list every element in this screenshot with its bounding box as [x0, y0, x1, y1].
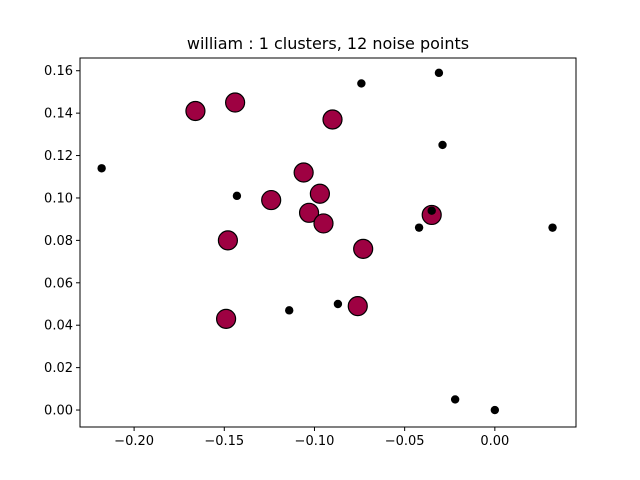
plot-frame [79, 57, 577, 428]
x-tick-label: −0.20 [114, 434, 154, 449]
cluster-point [293, 162, 314, 183]
cluster-point [298, 202, 320, 223]
y-tick-label: 0.02 [44, 361, 73, 376]
cluster-point [225, 92, 246, 113]
chart-title: william : 1 clusters, 12 noise points [187, 34, 469, 53]
noise-point [333, 299, 343, 309]
noise-point [427, 206, 436, 215]
noise-point [450, 395, 460, 404]
y-tick-label: 0.06 [44, 276, 73, 291]
noise-points [97, 68, 557, 415]
cluster-point [347, 296, 368, 317]
x-tick-label: −0.10 [295, 434, 335, 449]
cluster-point [185, 100, 206, 122]
y-tick-label: 0.12 [44, 149, 73, 164]
cluster-point [421, 204, 442, 226]
cluster-point [217, 230, 238, 251]
noise-point [414, 223, 424, 232]
y-tick-label: 0.16 [44, 64, 73, 79]
y-tick-label: 0.10 [44, 191, 73, 206]
noise-point [97, 164, 106, 173]
noise-point [357, 79, 366, 88]
cluster-point [261, 189, 282, 211]
noise-point [548, 223, 557, 232]
y-tick-label: 0.04 [44, 319, 73, 334]
y-axis: 0.00 0.02 0.04 0.06 0.08 0.10 0.12 0.14 0.16 [44, 64, 80, 419]
cluster-point [322, 109, 343, 130]
x-tick-label: 0.00 [480, 434, 509, 449]
y-tick-label: 0.14 [44, 107, 73, 122]
cluster-point [309, 183, 330, 204]
cluster-point [353, 238, 374, 259]
cluster-point [313, 213, 334, 234]
y-tick-label: 0.00 [44, 404, 73, 419]
noise-point [285, 306, 294, 315]
x-tick-label: −0.15 [204, 434, 244, 449]
y-tick-label: 0.08 [44, 234, 73, 249]
noise-point [490, 405, 500, 415]
noise-point [438, 140, 447, 150]
x-tick-label: −0.05 [385, 434, 425, 449]
cluster-point [215, 308, 237, 329]
cluster-points [185, 92, 442, 329]
x-axis: −0.20 −0.15 −0.10 −0.05 0.00 [114, 427, 509, 449]
noise-point [232, 191, 242, 201]
noise-point [434, 68, 444, 78]
